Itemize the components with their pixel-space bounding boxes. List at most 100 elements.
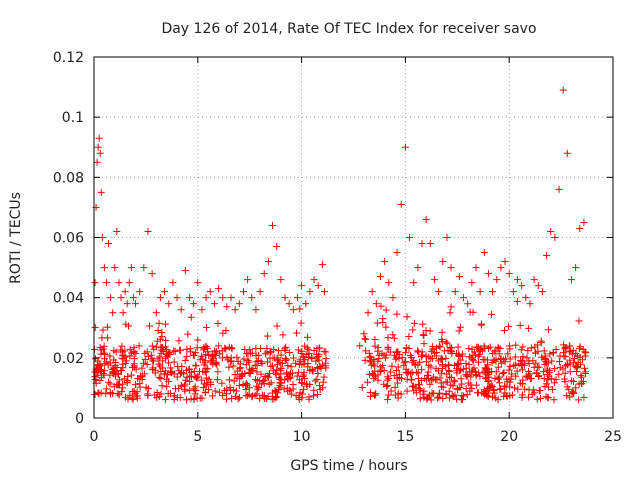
data-point bbox=[544, 359, 552, 367]
data-point bbox=[107, 294, 115, 302]
data-point bbox=[231, 306, 239, 314]
data-point bbox=[192, 362, 200, 370]
data-point bbox=[422, 352, 430, 360]
data-point bbox=[190, 395, 198, 403]
data-point bbox=[366, 389, 374, 397]
data-point bbox=[475, 369, 483, 377]
data-point bbox=[519, 343, 527, 351]
y-tick-label: 0.12 bbox=[53, 50, 84, 66]
data-point bbox=[566, 360, 574, 368]
data-point bbox=[142, 383, 150, 391]
data-point bbox=[401, 143, 409, 151]
data-point bbox=[148, 342, 156, 350]
data-point bbox=[252, 306, 260, 314]
data-point bbox=[484, 393, 492, 401]
data-point bbox=[156, 362, 164, 370]
data-point bbox=[379, 362, 387, 370]
data-point bbox=[493, 276, 501, 284]
data-point bbox=[286, 348, 294, 356]
data-point bbox=[255, 384, 263, 392]
data-point bbox=[223, 303, 231, 311]
data-point bbox=[544, 394, 552, 402]
data-point bbox=[216, 350, 224, 358]
data-point bbox=[103, 323, 111, 331]
y-tick-label: 0.08 bbox=[53, 170, 84, 186]
data-point bbox=[155, 393, 163, 401]
data-point bbox=[435, 390, 443, 398]
data-point bbox=[403, 344, 411, 352]
data-point bbox=[225, 363, 233, 371]
data-point bbox=[239, 288, 247, 296]
data-point bbox=[138, 364, 146, 372]
data-point bbox=[500, 356, 508, 364]
data-point bbox=[163, 383, 171, 391]
data-point bbox=[509, 288, 517, 296]
data-point bbox=[400, 361, 408, 369]
data-point bbox=[162, 343, 170, 351]
data-point bbox=[463, 372, 471, 380]
data-point bbox=[415, 375, 423, 383]
data-point bbox=[422, 327, 430, 335]
data-point bbox=[380, 367, 388, 375]
data-point bbox=[371, 335, 379, 343]
data-point bbox=[314, 282, 322, 290]
data-point bbox=[105, 378, 113, 386]
data-point bbox=[494, 375, 502, 383]
data-point bbox=[170, 358, 178, 366]
data-point bbox=[202, 342, 210, 350]
data-point bbox=[303, 380, 311, 388]
data-point bbox=[260, 270, 268, 278]
data-point bbox=[94, 369, 102, 377]
data-point bbox=[427, 347, 435, 355]
data-point bbox=[222, 345, 230, 353]
data-point bbox=[578, 380, 586, 388]
data-point bbox=[118, 348, 126, 356]
data-point bbox=[296, 389, 304, 397]
data-point bbox=[442, 354, 450, 362]
data-point bbox=[522, 294, 530, 302]
data-point bbox=[381, 258, 389, 266]
data-point bbox=[193, 344, 201, 352]
data-point bbox=[248, 392, 256, 400]
data-point bbox=[96, 377, 104, 385]
data-point bbox=[462, 371, 470, 379]
data-point bbox=[111, 372, 119, 380]
data-point bbox=[165, 300, 173, 308]
data-point bbox=[320, 288, 328, 296]
data-point bbox=[141, 356, 149, 364]
data-point bbox=[146, 322, 154, 330]
data-point bbox=[110, 347, 118, 355]
data-point bbox=[191, 390, 199, 398]
data-point bbox=[181, 267, 189, 275]
data-point bbox=[104, 334, 112, 342]
data-point bbox=[156, 294, 164, 302]
data-point bbox=[301, 342, 309, 350]
data-point bbox=[576, 224, 584, 232]
data-point bbox=[435, 288, 443, 296]
data-point bbox=[151, 391, 159, 399]
data-point bbox=[270, 367, 278, 375]
data-point bbox=[203, 323, 211, 331]
data-point bbox=[269, 221, 277, 229]
data-point bbox=[122, 357, 130, 365]
data-point bbox=[95, 134, 103, 142]
data-point bbox=[429, 375, 437, 383]
data-point bbox=[438, 328, 446, 336]
data-point bbox=[450, 376, 458, 384]
data-point bbox=[501, 258, 509, 266]
data-point bbox=[408, 369, 416, 377]
data-point bbox=[130, 363, 138, 371]
data-point bbox=[426, 380, 434, 388]
data-point bbox=[136, 288, 144, 296]
data-point bbox=[211, 387, 219, 395]
data-point bbox=[292, 359, 300, 367]
data-point bbox=[392, 348, 400, 356]
data-point bbox=[390, 334, 398, 342]
data-point bbox=[152, 343, 160, 351]
data-point bbox=[530, 276, 538, 284]
data-point bbox=[386, 368, 394, 376]
data-point bbox=[305, 349, 313, 357]
data-point bbox=[308, 365, 316, 373]
data-point bbox=[296, 305, 304, 313]
